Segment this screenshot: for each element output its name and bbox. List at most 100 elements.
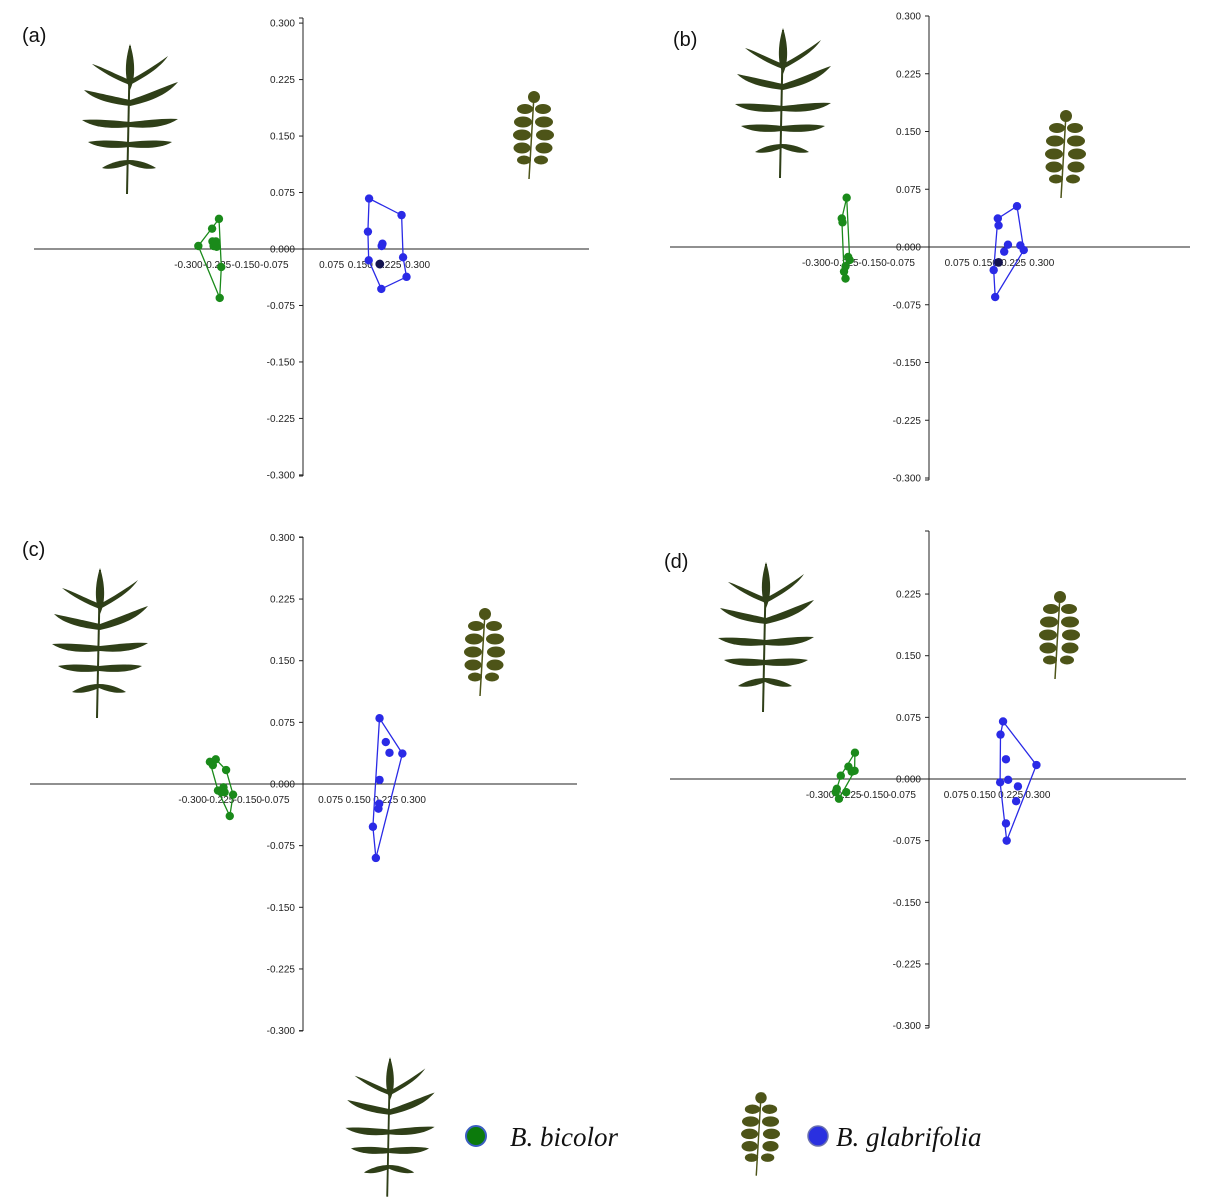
glabrifolia-point [1000, 247, 1009, 256]
y-tick-label: 0.000 [896, 775, 921, 786]
x-tick-label: 0.300 [405, 260, 430, 271]
y-tick-label: 0.300 [270, 533, 295, 544]
y-tick-label: 0.225 [896, 590, 921, 601]
glabrifolia-point [990, 292, 1000, 302]
bicolor-point [212, 242, 221, 251]
x-tick-label: -0.075 [261, 795, 290, 806]
glabrifolia-leaf-icon [1044, 109, 1087, 199]
bicolor-point [845, 255, 854, 265]
bicolor-point [217, 262, 226, 272]
bicolor-point [842, 787, 851, 797]
x-tick-label: 0.150 [973, 258, 998, 269]
x-tick-label: 0.300 [1029, 258, 1054, 269]
bicolor-point [214, 214, 224, 224]
x-tick-label: 0.225 [998, 790, 1023, 801]
y-tick-label: 0.075 [270, 718, 295, 729]
green-dot-icon [465, 1125, 487, 1147]
glabrifolia-leaf-icon [463, 607, 506, 697]
glabrifolia-point [398, 749, 407, 758]
bicolor-point [838, 218, 847, 227]
bicolor-point [225, 811, 234, 821]
glabrifolia-point [996, 730, 1005, 739]
glabrifolia-point [1019, 245, 1028, 255]
y-tick-label: 0.150 [896, 127, 921, 138]
glabrifolia-point [364, 194, 374, 203]
bicolor-leaf-icon [344, 1056, 436, 1198]
legend: B. bicolor B. glabrifolia [344, 1056, 982, 1198]
bicolor-point [220, 788, 229, 797]
y-tick-label: 0.000 [896, 243, 921, 254]
glabrifolia-point [364, 256, 373, 265]
glabrifolia-hull [367, 197, 408, 290]
y-tick-label: -0.225 [893, 959, 922, 970]
glabrifolia-point [377, 284, 386, 294]
y-tick-label: -0.300 [267, 470, 296, 481]
y-tick-label: 0.225 [270, 595, 295, 606]
y-tick-label: -0.075 [267, 841, 296, 852]
x-tick-label: -0.075 [888, 790, 917, 801]
bicolor-point [834, 794, 844, 803]
centroid-point [994, 258, 1003, 267]
bicolor-point [221, 765, 231, 775]
y-tick-label: -0.075 [893, 836, 922, 847]
bicolor-point [207, 224, 217, 233]
panel-label-a: (a) [22, 25, 46, 47]
y-tick-label: -0.225 [267, 414, 296, 425]
bicolor-point [842, 193, 851, 202]
x-tick-label: -0.075 [260, 260, 289, 271]
x-tick-label: 0.075 [944, 790, 969, 801]
glabrifolia-point [995, 778, 1005, 787]
bicolor-point [841, 262, 850, 271]
y-tick-label: 0.300 [270, 19, 295, 30]
glabrifolia-point [1012, 201, 1022, 211]
bicolor-point [832, 784, 841, 794]
x-tick-label: 0.150 [348, 260, 373, 271]
bicolor-leaf-icon [734, 27, 832, 179]
bicolor-point [211, 755, 220, 764]
glabrifolia-point [1002, 836, 1011, 845]
glabrifolia-leaf-icon [512, 90, 555, 180]
glabrifolia-point [378, 239, 387, 248]
glabrifolia-point [1032, 760, 1041, 770]
x-tick-label: 0.150 [971, 790, 996, 801]
glabrifolia-point [402, 272, 411, 282]
y-tick-label: 0.000 [270, 780, 295, 791]
bicolor-leaf-icon [81, 43, 179, 195]
bicolor-point [850, 748, 860, 757]
y-tick-label: -0.150 [267, 357, 296, 368]
panel-b: -0.300-0.225-0.150-0.0750.0750.1500.2250… [670, 12, 1190, 485]
glabrifolia-point [1011, 796, 1021, 806]
x-tick-label: 0.075 [945, 258, 970, 269]
bicolor-point [836, 771, 845, 780]
bicolor-point [194, 241, 203, 251]
blue-dot-icon [807, 1125, 829, 1147]
x-tick-label: 0.225 [1001, 258, 1026, 269]
centroid-point [375, 259, 385, 269]
bicolor-point [215, 293, 224, 303]
glabrifolia-leaf-icon [1038, 590, 1081, 680]
glabrifolia-point [371, 853, 381, 863]
y-tick-label: -0.300 [893, 474, 922, 485]
bicolor-point [850, 766, 859, 775]
panel-c: -0.300 -0.225 -0.150 -0.075 0.075 0.150 0.225 0… [30, 533, 577, 1037]
glabrifolia-point [1003, 240, 1013, 249]
panel-a: -0.300 -0.225 -0.150 -0.075 0.075 0.150 0.225 0… [34, 17, 589, 481]
x-tick-label: 0.075 [318, 795, 343, 806]
x-tick-label: -0.150 [860, 790, 889, 801]
y-tick-label: 0.300 [896, 12, 921, 23]
x-tick-label: -0.225 [206, 795, 235, 806]
y-tick-label: 0.150 [896, 651, 921, 662]
y-tick-label: -0.075 [893, 300, 922, 311]
x-tick-label: 0.225 [373, 795, 398, 806]
bicolor-point [841, 274, 850, 283]
y-tick-label: 0.225 [896, 69, 921, 80]
y-tick-label: -0.300 [267, 1026, 296, 1037]
panel-d: -0.300-0.225-0.150-0.0750.0750.1500.2250… [670, 530, 1186, 1032]
bicolor-leaf-icon [717, 561, 815, 713]
legend-bicolor-label: B. bicolor [510, 1122, 618, 1152]
y-tick-label: 0.000 [270, 245, 295, 256]
x-tick-label: 0.300 [1025, 790, 1050, 801]
glabrifolia-point [1001, 755, 1011, 764]
glabrifolia-point [385, 748, 394, 757]
